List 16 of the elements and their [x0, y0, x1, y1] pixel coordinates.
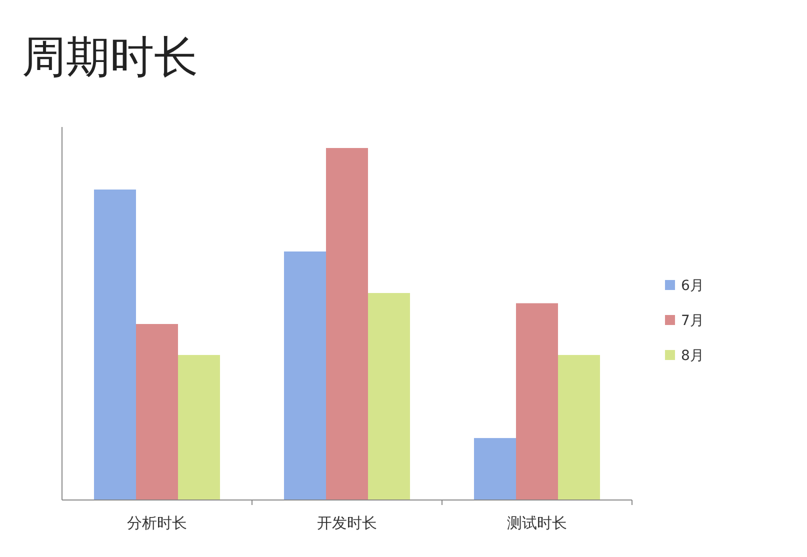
chart-title: 周期时长: [22, 32, 198, 83]
legend-label: 8月: [681, 348, 704, 364]
bar: [284, 251, 326, 500]
x-tick-label: 分析时长: [127, 514, 187, 532]
legend-label: 6月: [681, 278, 704, 294]
bar: [368, 293, 410, 500]
x-tick-label: 测试时长: [507, 514, 567, 532]
bar: [94, 190, 136, 500]
bar: [516, 303, 558, 500]
bar: [558, 354, 600, 500]
bar: [326, 148, 368, 500]
x-tick-label: 开发时长: [317, 514, 377, 532]
bar: [178, 354, 220, 500]
legend-label: 7月: [681, 313, 704, 329]
bar: [474, 438, 516, 500]
bar: [136, 324, 178, 500]
